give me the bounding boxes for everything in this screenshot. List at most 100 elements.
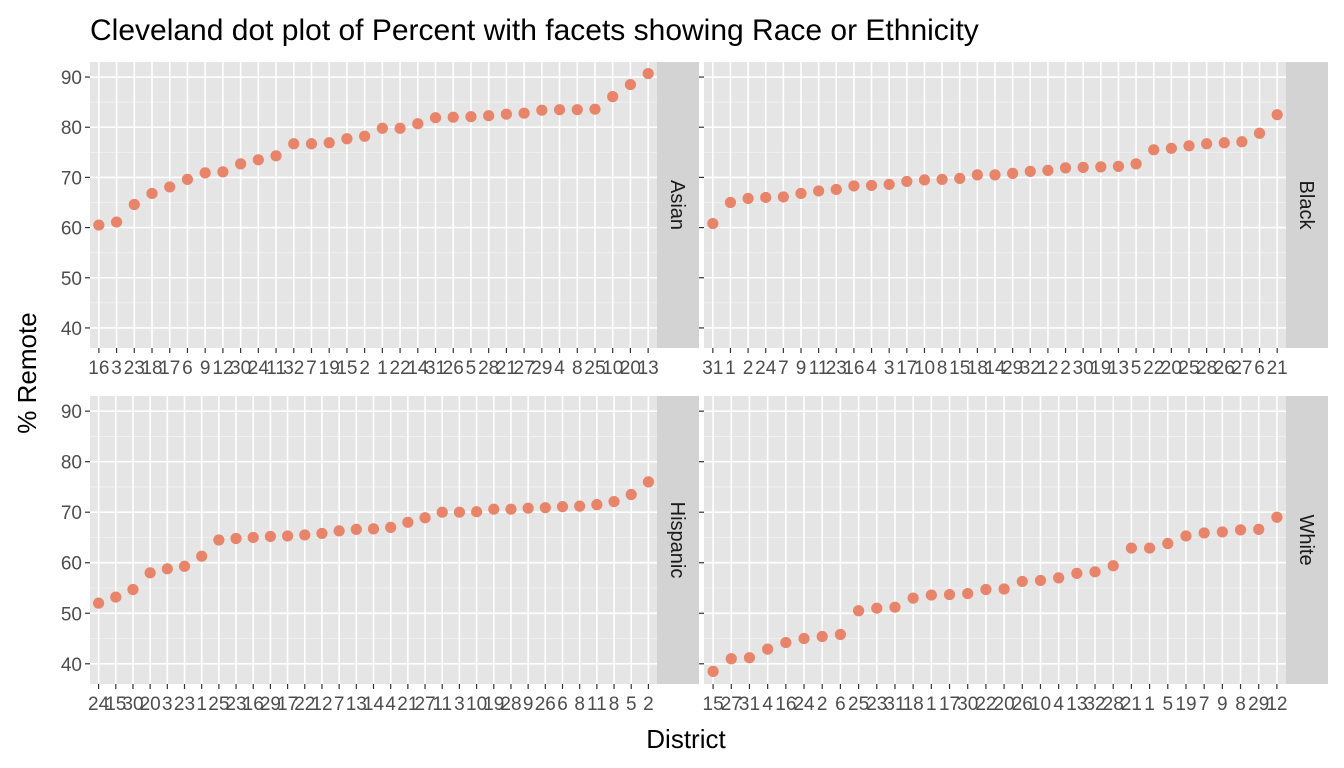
x-tick-label: 10 (466, 694, 487, 715)
x-tick-label: 32 (1084, 694, 1105, 715)
x-tick-label: 27 (1231, 358, 1252, 379)
x-tick-label: 13 (1108, 358, 1129, 379)
x-tick-label: 13 (346, 694, 367, 715)
data-point (93, 219, 105, 231)
x-tick-label: 16 (843, 358, 864, 379)
x-tick-label: 26 (1012, 694, 1033, 715)
x-tick-label: 8 (937, 358, 948, 379)
x-tick-label: 24 (793, 694, 815, 715)
data-point (288, 138, 300, 150)
data-point (1053, 572, 1065, 584)
x-tick-label: 23 (866, 694, 887, 715)
x-tick-label: 14 (984, 358, 1006, 379)
x-tick-label: 11 (587, 694, 607, 715)
data-point (743, 652, 756, 664)
data-point (724, 196, 737, 209)
x-tick-label: 29 (260, 694, 281, 715)
x-tick-label: 9 (796, 358, 807, 379)
y-tick-label: 90 (61, 402, 82, 423)
data-point (971, 169, 983, 181)
x-tick-label: 1 (1144, 694, 1155, 715)
x-tick-label: 22 (1143, 358, 1164, 379)
x-tick-label: 5 (466, 358, 477, 379)
y-tick-label: 40 (61, 655, 82, 676)
data-point (918, 174, 931, 186)
data-point (323, 137, 335, 149)
x-tick-label: 3 (111, 358, 122, 379)
data-point (852, 605, 865, 617)
data-point (299, 529, 311, 541)
data-point (989, 169, 1001, 181)
data-point (402, 516, 414, 528)
data-point (385, 521, 397, 533)
x-tick-label: 4 (554, 358, 565, 379)
data-point (539, 502, 551, 514)
facet-label: Asian (666, 180, 688, 230)
x-tick-label: 25 (848, 694, 869, 715)
chart-title: Cleveland dot plot of Percent with facet… (90, 14, 979, 47)
x-tick-label: 17 (896, 358, 917, 379)
data-point (181, 173, 194, 186)
x-tick-label: 23 (124, 358, 145, 379)
data-point (161, 563, 173, 575)
x-tick-label: 2 (643, 694, 654, 715)
x-tick-label: 32 (283, 358, 304, 379)
data-point (889, 601, 901, 613)
x-tick-label: 30 (230, 358, 251, 379)
data-point (1130, 158, 1142, 170)
data-point (980, 583, 992, 596)
data-point (500, 108, 512, 120)
data-point (235, 158, 247, 170)
data-point (465, 111, 477, 123)
x-tick-label: 12 (1037, 358, 1058, 379)
x-tick-label: 18 (903, 694, 924, 715)
data-point (127, 583, 139, 596)
data-point (178, 560, 191, 572)
data-point (518, 107, 530, 119)
x-tick-label: 4 (1053, 694, 1064, 715)
data-point (1218, 137, 1230, 149)
x-tick-label: 31 (702, 358, 723, 379)
data-point (780, 636, 792, 649)
data-point (350, 523, 362, 535)
data-point (1007, 167, 1019, 179)
data-point (367, 523, 380, 535)
x-tick-label: 28 (478, 358, 499, 379)
x-tick-label: 9 (200, 358, 211, 379)
x-tick-label: 1 (377, 358, 388, 379)
x-tick-label: 31 (425, 358, 446, 379)
x-tick-label: 28 (1196, 358, 1217, 379)
x-tick-label: 15 (703, 694, 724, 715)
x-tick-label: 4 (385, 694, 396, 715)
x-tick-label: 19 (483, 694, 504, 715)
data-point (505, 503, 517, 515)
y-tick-label: 40 (61, 319, 82, 340)
data-point (642, 476, 655, 488)
data-point (522, 502, 534, 514)
y-tick-label: 60 (61, 554, 82, 575)
x-tick-label: 29 (1248, 694, 1269, 715)
data-point (199, 167, 211, 179)
x-tick-label: 12 (1266, 694, 1287, 715)
data-point (436, 506, 448, 518)
x-tick-label: 2 (817, 694, 828, 715)
x-tick-label: 11 (266, 358, 286, 379)
x-tick-label: 21 (397, 694, 418, 715)
data-point (230, 532, 242, 545)
y-tick-label: 80 (61, 118, 82, 139)
data-point (907, 592, 919, 604)
x-tick-label: 26 (443, 358, 464, 379)
x-tick-label: 6 (557, 694, 568, 715)
y-tick-label: 50 (61, 269, 82, 290)
data-point (943, 588, 956, 601)
x-tick-label: 27 (414, 694, 435, 715)
data-point (1112, 160, 1125, 172)
data-point (333, 525, 345, 537)
facet-strip (657, 62, 699, 348)
facet-strip (657, 396, 699, 684)
x-tick-label: 26 (535, 694, 556, 715)
x-tick-label: 18 (141, 358, 162, 379)
x-tick-label: 20 (994, 694, 1015, 715)
data-point (412, 118, 424, 130)
